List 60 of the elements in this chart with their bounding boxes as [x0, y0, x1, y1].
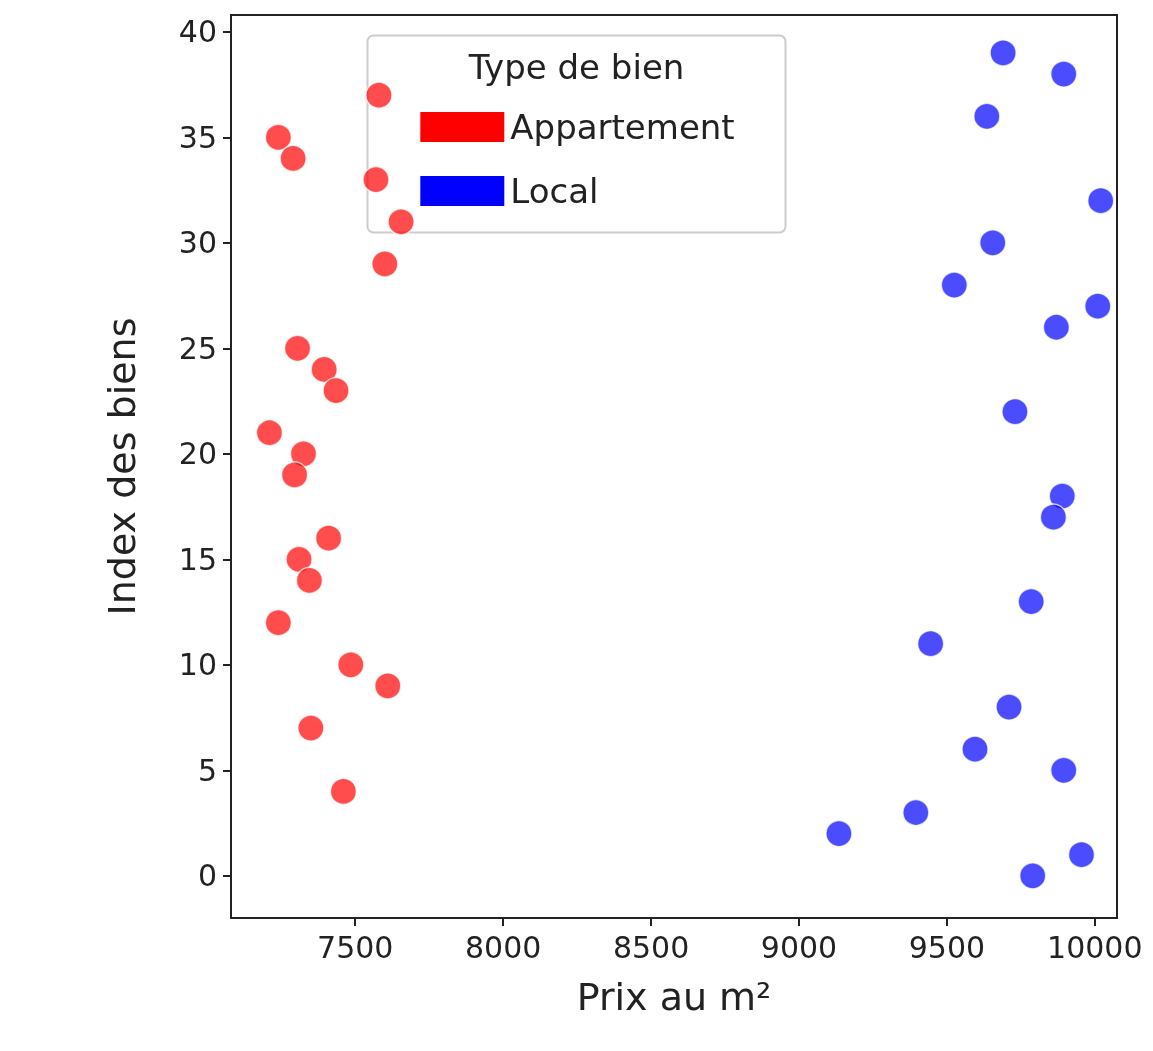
- y-tick-label: 40: [178, 14, 217, 50]
- point: [264, 123, 293, 152]
- x-tick-label: 10000: [1047, 929, 1143, 965]
- x-tick-label: 8500: [612, 929, 690, 965]
- point: [374, 672, 402, 700]
- point: [979, 229, 1007, 257]
- y-tick-label: 0: [197, 858, 217, 894]
- x-axis-title: Prix au m²: [576, 975, 772, 1019]
- legend-title: Type de bien: [467, 47, 685, 87]
- point: [995, 693, 1023, 721]
- point: [973, 102, 1001, 131]
- point: [1001, 397, 1029, 426]
- point: [295, 566, 324, 595]
- y-tick-label: 5: [197, 752, 217, 788]
- point: [1018, 862, 1047, 890]
- point: [337, 651, 365, 679]
- point: [1050, 60, 1078, 88]
- point: [1042, 313, 1071, 341]
- x-tick-label: 9500: [908, 929, 986, 965]
- point: [989, 39, 1017, 67]
- point: [1017, 587, 1045, 616]
- y-tick-label: 30: [178, 225, 217, 261]
- point: [322, 376, 350, 405]
- point: [279, 144, 307, 173]
- legend-label: Local: [510, 171, 599, 211]
- point: [1084, 292, 1112, 320]
- x-tick-label: 8000: [464, 929, 542, 965]
- legend-label: Appartement: [510, 107, 735, 147]
- point: [283, 334, 312, 363]
- y-axis-title: Index des biens: [100, 317, 144, 616]
- y-tick-label: 35: [178, 119, 217, 155]
- point: [1067, 840, 1096, 869]
- point: [916, 629, 945, 658]
- point: [280, 461, 309, 489]
- point: [371, 250, 399, 278]
- point: [285, 545, 313, 574]
- y-tick-label: 20: [178, 436, 217, 472]
- point: [902, 798, 930, 827]
- y-tick-label: 25: [178, 330, 217, 366]
- point: [297, 714, 325, 742]
- point: [1050, 756, 1078, 785]
- x-tick-label: 7500: [317, 929, 394, 965]
- y-tick-label: 15: [178, 541, 217, 577]
- point: [1039, 503, 1068, 531]
- point: [289, 440, 318, 468]
- point: [940, 271, 969, 299]
- point: [310, 355, 338, 384]
- point: [961, 735, 989, 763]
- point: [1048, 482, 1077, 510]
- point: [264, 608, 293, 637]
- point: [825, 819, 853, 848]
- point: [329, 777, 358, 806]
- y-tick-label: 10: [178, 647, 217, 683]
- x-tick-label: 9000: [760, 929, 838, 965]
- point: [365, 81, 393, 109]
- point: [387, 208, 415, 236]
- point: [1087, 186, 1115, 215]
- point: [362, 165, 390, 194]
- point: [314, 524, 343, 552]
- point: [255, 419, 284, 447]
